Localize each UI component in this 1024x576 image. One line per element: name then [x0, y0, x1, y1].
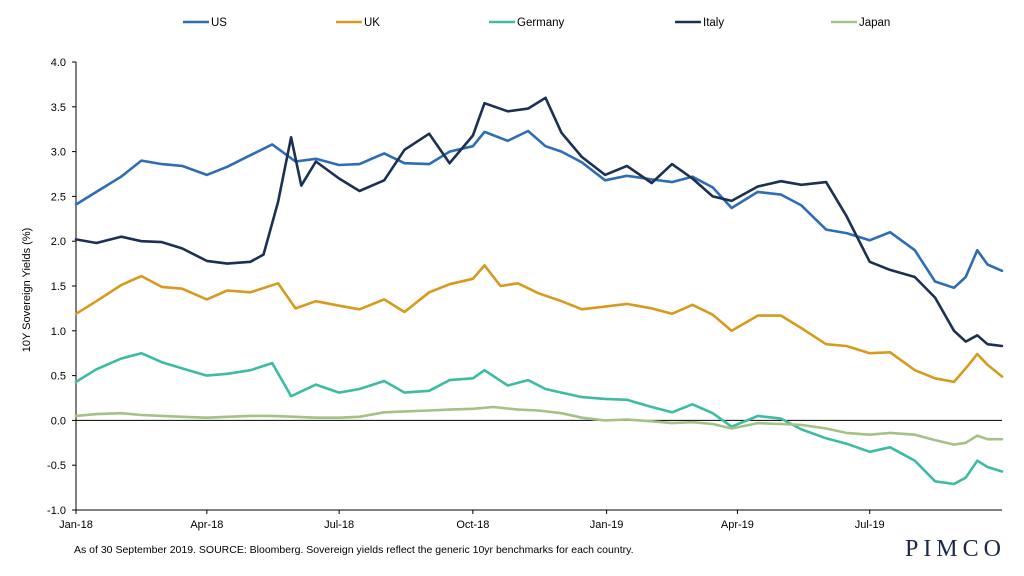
pimco-logo: PIMCO: [904, 536, 1006, 562]
y-tick-label: 2.0: [51, 236, 66, 248]
y-tick-label: 3.0: [51, 147, 66, 159]
x-tick-label: Jan-18: [59, 519, 93, 531]
x-tick-label: Jul-18: [324, 519, 354, 531]
y-tick-label: 2.5: [51, 191, 66, 203]
series-line-us: [74, 129, 1004, 290]
legend-label-italy: Italy: [703, 17, 724, 29]
line-chart: US UK Germany Italy Japan 4.0 3.5 3.0 2.5 2.0 1.5…: [21, 17, 1004, 531]
y-tick-label: 1.5: [51, 281, 66, 293]
y-tick-label: 0.0: [51, 415, 66, 427]
series-line-italy: [74, 96, 1004, 348]
chart-legend: US UK Germany Italy Japan: [183, 17, 890, 29]
series-line-japan: [74, 405, 1004, 446]
x-tick-label: Jan-19: [590, 519, 624, 531]
plot-area: [74, 96, 1004, 486]
x-axis: Jan-18 Apr-18 Jul-18 Oct-18 Jan-19 Apr-19 Jul-…: [59, 419, 1002, 531]
y-tick-label: 1.0: [51, 326, 66, 338]
y-tick-label: 3.5: [51, 102, 66, 114]
y-tick-label: -0.5: [47, 460, 66, 472]
y-tick-label: 4.0: [51, 57, 66, 69]
y-axis-label: 10Y Sovereign Yields (%): [21, 228, 33, 353]
x-tick-label: Apr-18: [190, 519, 223, 531]
x-tick-label: Oct-18: [456, 519, 489, 531]
x-tick-label: Jul-19: [855, 519, 885, 531]
y-tick-label: 0.5: [51, 371, 66, 383]
series-line-uk: [74, 264, 1004, 384]
legend-label-japan: Japan: [859, 17, 890, 29]
legend-label-uk: UK: [364, 17, 380, 29]
x-tick-label: Apr-19: [721, 519, 754, 531]
legend-label-germany: Germany: [517, 17, 565, 29]
series-line-germany: [74, 351, 1004, 486]
legend-label-us: US: [211, 17, 227, 29]
y-axis: 4.0 3.5 3.0 2.5 2.0 1.5 1.0 0.5 0.0 -0.5 -1.0: [47, 57, 77, 517]
y-tick-label: -1.0: [47, 505, 66, 517]
footnote: As of 30 September 2019. SOURCE: Bloombe…: [74, 544, 634, 556]
